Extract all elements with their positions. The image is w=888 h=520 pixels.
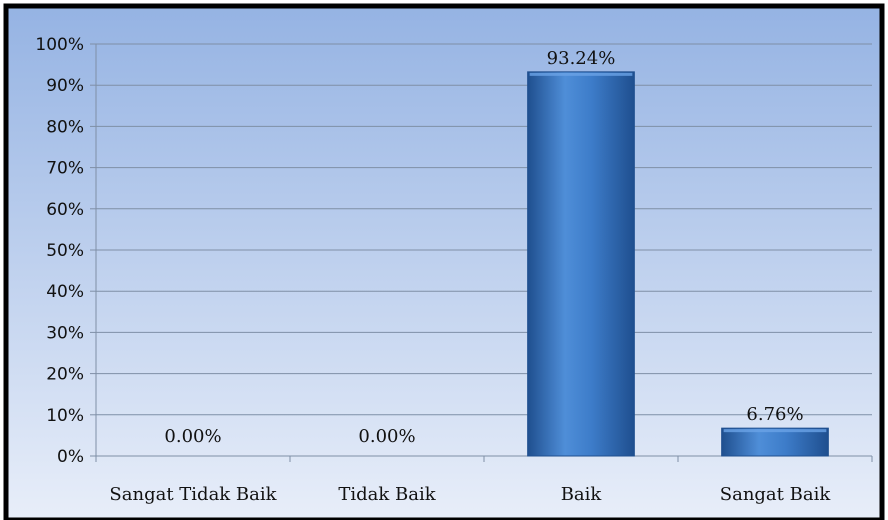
- y-tick-label: 100%: [35, 35, 84, 55]
- y-tick-label: 30%: [46, 323, 84, 343]
- y-tick-label: 50%: [46, 241, 84, 261]
- bar-highlight: [723, 429, 827, 433]
- data-label: 0.00%: [164, 426, 221, 447]
- category-labels: Sangat Tidak Baik Tidak Baik Baik Sangat Ba…: [109, 484, 831, 505]
- data-label: 93.24%: [547, 48, 616, 69]
- y-axis-ticks: 0% 10% 20% 30% 40% 50% 60% 70% 80% 90% 100%: [35, 35, 96, 467]
- y-tick-label: 20%: [46, 365, 84, 385]
- category-label: Baik: [561, 484, 603, 505]
- y-tick-label: 40%: [46, 282, 84, 302]
- gridlines: [96, 43, 872, 416]
- y-tick-label: 60%: [46, 200, 84, 220]
- category-label: Sangat Tidak Baik: [109, 484, 277, 505]
- y-tick-label: 80%: [46, 117, 84, 137]
- category-label: Tidak Baik: [338, 484, 436, 505]
- bar-highlight: [529, 72, 633, 76]
- y-tick-label: 10%: [46, 406, 84, 426]
- data-labels: 0.00% 0.00% 93.24% 6.76%: [164, 48, 803, 447]
- y-tick-label: 0%: [57, 447, 84, 467]
- y-tick-label: 70%: [46, 159, 84, 179]
- y-tick-label: 90%: [46, 76, 84, 96]
- data-label: 0.00%: [358, 426, 415, 447]
- data-label: 6.76%: [746, 404, 803, 425]
- bar: [527, 71, 635, 457]
- category-label: Sangat Baik: [720, 484, 832, 505]
- bar: [721, 427, 829, 457]
- bars: [527, 71, 829, 457]
